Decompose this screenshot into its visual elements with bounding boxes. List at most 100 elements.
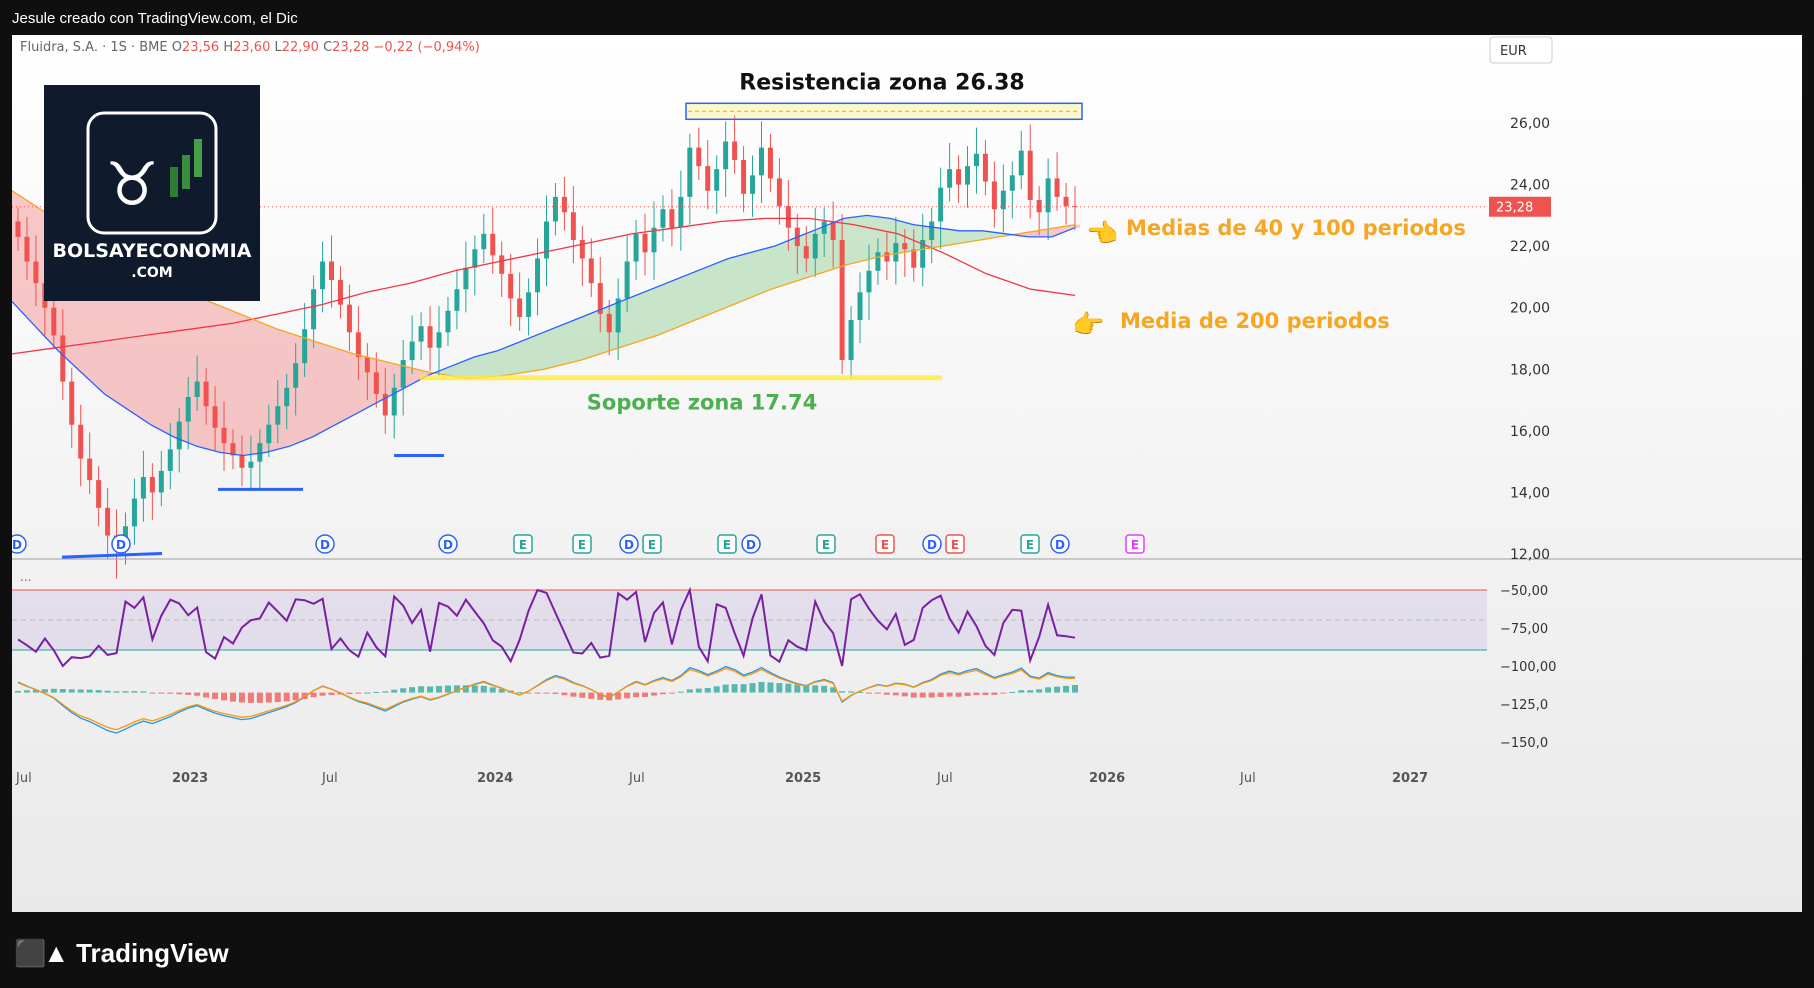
macd-histogram-bar [937, 692, 944, 697]
macd-histogram-bar [561, 692, 568, 696]
candle-body [346, 304, 352, 333]
candle-body [812, 233, 818, 259]
macd-histogram-bar [471, 685, 478, 693]
tradingview-wordmark: TradingView [76, 938, 229, 968]
ma-cloud-segment [324, 344, 330, 431]
candle-body [651, 227, 657, 253]
price-chart[interactable]: Resistencia zona 26.38 Soporte zona 17.74… [7, 35, 1802, 913]
macd-histogram-bar [122, 691, 129, 693]
pointing-hand-icon: 👈 [1086, 219, 1118, 249]
candle-body [848, 320, 854, 361]
macd-histogram-bar [677, 691, 684, 693]
osc-axis-tick: −50,00 [1500, 584, 1548, 599]
candle-body [678, 196, 684, 228]
ma-cloud-segment [972, 230, 978, 242]
ma-cloud-segment [474, 355, 480, 379]
ma-cloud-segment [234, 311, 240, 456]
candle-body [785, 206, 791, 228]
ma-cloud-segment [360, 355, 366, 412]
macd-histogram-bar [265, 692, 272, 703]
candle-body [320, 261, 326, 290]
ma-cloud-segment [318, 342, 324, 435]
candle-body [78, 424, 84, 459]
macd-histogram-bar [1027, 690, 1034, 693]
ma-cloud-segment [36, 206, 42, 334]
macd-histogram-bar [919, 692, 926, 698]
event-marker-label: D [746, 538, 756, 552]
macd-histogram-bar [194, 692, 201, 696]
ma-cloud-segment [960, 230, 966, 244]
event-marker-label: D [1055, 538, 1065, 552]
candle-body [660, 209, 666, 228]
candle-body [1018, 150, 1024, 176]
event-marker-label: E [648, 538, 656, 552]
macd-histogram-bar [436, 685, 443, 693]
ma-cloud-segment [912, 224, 918, 252]
ma-cloud-segment [924, 226, 930, 250]
candle-body [947, 169, 953, 188]
macd-histogram-bar [355, 692, 362, 694]
macd-histogram-bar [400, 688, 407, 693]
ma-cloud-segment [450, 364, 456, 377]
candle-body [624, 261, 630, 299]
candle-body [911, 249, 917, 268]
ma-cloud-segment [312, 340, 318, 438]
ma-cloud-segment [378, 359, 384, 403]
macd-histogram-bar [364, 692, 371, 694]
candle-body [902, 243, 908, 250]
ma-cloud-segment [564, 321, 570, 365]
earnings-marker [513, 534, 533, 554]
ma-cloud-segment [642, 290, 648, 341]
candle-body [373, 372, 379, 394]
candle-body [544, 221, 549, 259]
ma-cloud-segment [588, 312, 594, 358]
chart-area[interactable]: Resistencia zona 26.38 Soporte zona 17.74… [7, 35, 1802, 913]
price-axis-tick: 16,00 [1510, 424, 1550, 440]
ma-cloud-segment [1062, 225, 1068, 233]
dividend-marker [922, 534, 942, 554]
candle-body [741, 159, 747, 194]
macd-histogram-bar [59, 688, 66, 693]
candle-body [982, 153, 988, 182]
macd-histogram-bar [588, 692, 595, 699]
earnings-marker [717, 534, 737, 554]
candle-body [391, 387, 397, 416]
tradingview-brand[interactable]: ⬛▲ TradingView [14, 938, 229, 969]
macd-histogram-bar [668, 692, 675, 694]
ma-cloud-segment [546, 328, 552, 369]
event-marker-label: E [951, 538, 959, 552]
candle-body [96, 480, 102, 508]
macd-histogram-bar [382, 691, 389, 693]
candle-body [87, 458, 93, 481]
candle-body [875, 252, 881, 271]
ma-cloud-segment [666, 280, 672, 332]
event-marker-label: E [881, 538, 889, 552]
ma-cloud-segment [222, 306, 228, 454]
candle-body [714, 169, 720, 191]
ma-cloud-segment [792, 236, 798, 283]
macd-histogram-bar [749, 683, 756, 693]
event-marker-label: D [624, 538, 634, 552]
candle-body [445, 310, 451, 333]
macd-histogram-bar [892, 692, 899, 696]
candle-body [60, 335, 66, 382]
candle-body [705, 166, 711, 191]
macd-histogram-bar [659, 692, 666, 695]
ma-cloud-segment [600, 307, 606, 355]
candle-body [454, 289, 460, 311]
time-axis-tick: Jul [321, 771, 338, 786]
support-annotation: Soporte zona 17.74 [587, 390, 817, 414]
ma-cloud-segment [336, 348, 342, 425]
ma40-line [11, 214, 1076, 457]
macd-histogram-bar [328, 692, 335, 696]
price-axis-tick: 26,00 [1510, 116, 1550, 132]
candle-body [158, 470, 164, 493]
macd-histogram-bar [695, 688, 702, 693]
macd-histogram-bar [50, 688, 57, 693]
time-axis-tick: 2024 [477, 771, 513, 786]
ma-cloud-segment [162, 279, 168, 434]
macd-histogram-bar [95, 690, 102, 693]
oscillator-pane: −50,00 −75,00 −100,00 −125,0 −150,0... Jul 202… [12, 570, 1556, 786]
ma-cloud-segment [486, 352, 492, 378]
macd-histogram-bar [731, 684, 738, 693]
